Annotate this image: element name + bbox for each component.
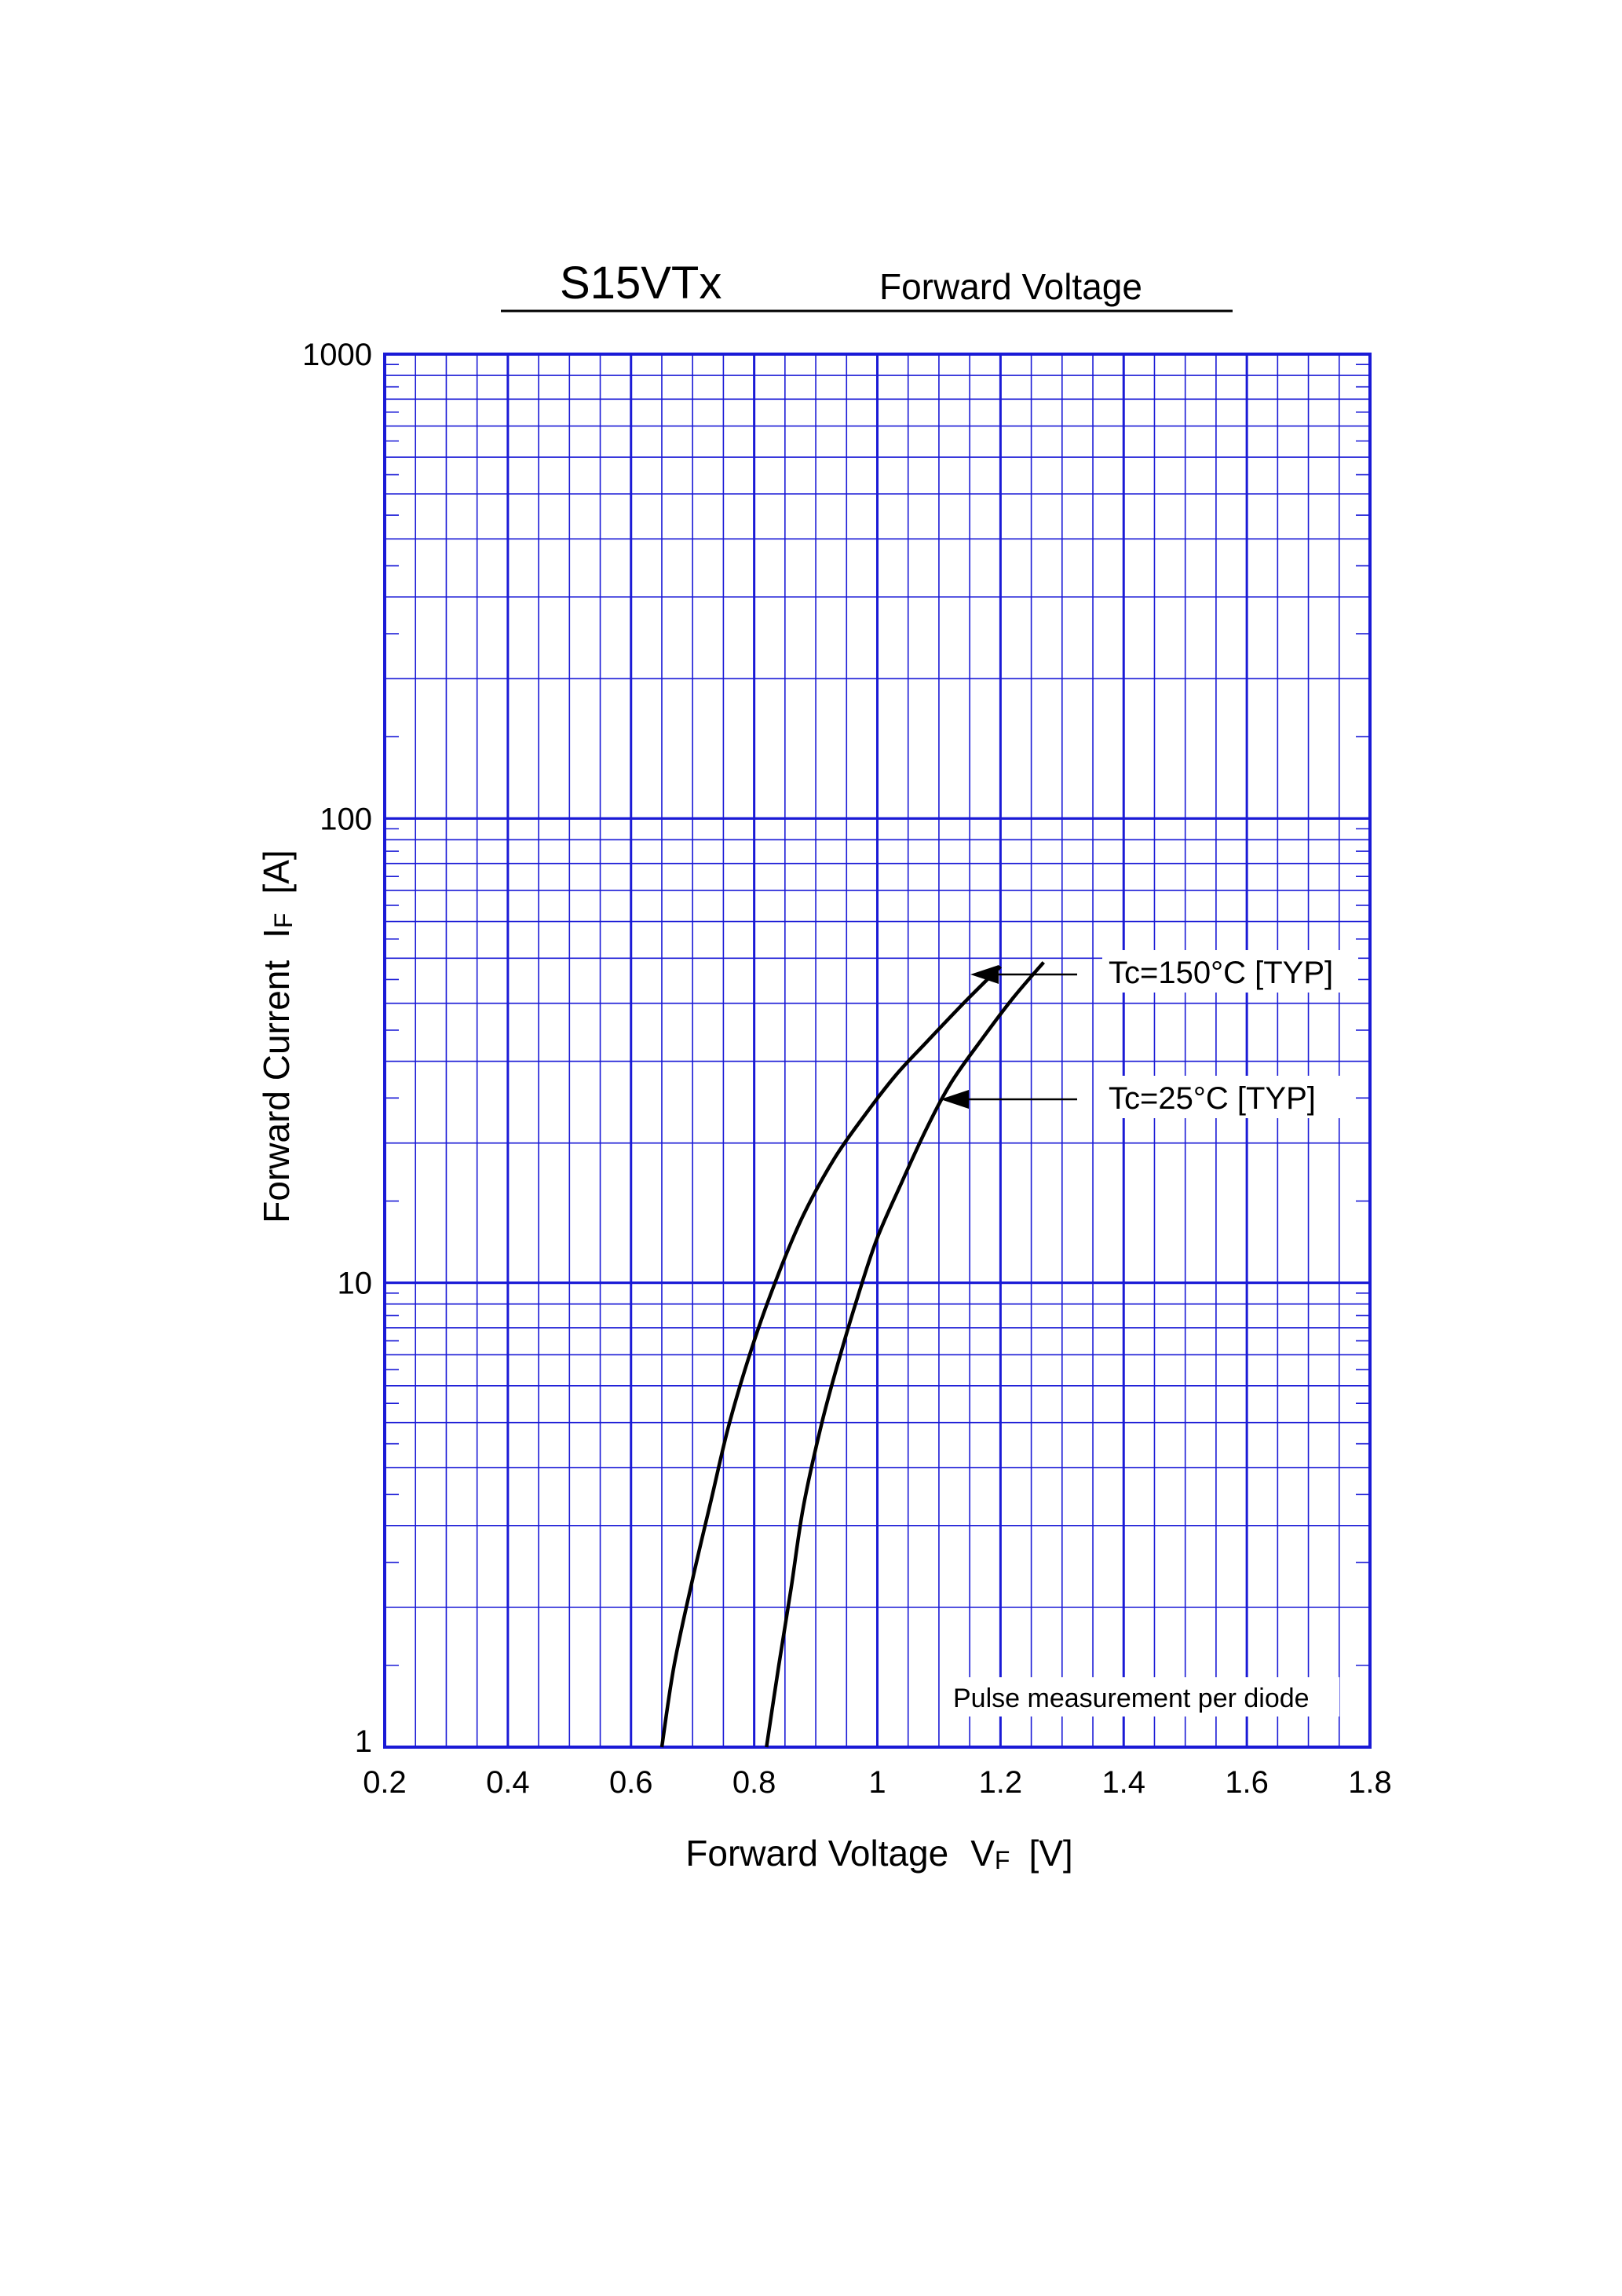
note-bg [947,1677,1339,1717]
label-25c: Tc=25°C [TYP] [1109,1081,1316,1116]
label-bg-150c [1102,950,1358,993]
y-axis-subscript: F [269,913,298,929]
x-tick-label: 0.8 [732,1765,776,1800]
x-tick-label: 1.8 [1348,1765,1392,1800]
x-tick-label: 0.6 [609,1765,653,1800]
series-25c-line [765,961,1045,1748]
y-tick-label: 10 [338,1267,373,1301]
grid [383,353,1372,1749]
chart-subtitle: Forward Voltage [879,266,1142,307]
x-tick-label: 0.2 [363,1765,407,1800]
x-axis-symbol: V [970,1833,995,1874]
x-tick-label: 1.4 [1101,1765,1145,1800]
arrow-150c-head [970,965,999,984]
y-axis-symbol: I [256,928,297,938]
series-150c-line [659,965,1002,1748]
x-axis-label: Forward Voltage VF [V] [685,1833,1072,1874]
plot-frame [383,353,1372,1749]
label-150c: Tc=150°C [TYP] [1109,956,1333,990]
y-axis-unit: [A] [256,850,297,894]
y-tick-label: 1 [355,1724,372,1759]
x-axis-subscript: F [995,1846,1010,1874]
annotation-25c: Tc=25°C [TYP] [941,1076,1341,1118]
curves [659,961,1045,1748]
y-axis-title: Forward Current IF [A] [256,850,298,1223]
tick-labels: 0.2 0.4 0.6 0.8 1 1.2 1.4 1.6 1.8 1 10 100 1000 [302,338,1392,1800]
y-axis-main: Forward Current [256,960,297,1223]
x-tick-label: 1 [868,1765,886,1800]
x-tick-label: 0.4 [486,1765,530,1800]
x-axis-main: Forward Voltage [685,1833,948,1874]
x-tick-label: 1.6 [1225,1765,1269,1800]
pulse-note: Pulse measurement per diode [953,1684,1310,1713]
arrow-25c-head [941,1090,969,1109]
y-tick-label: 100 [320,802,372,836]
x-tick-label: 1.2 [979,1765,1023,1800]
chart-title: S15VTx [560,258,721,309]
x-axis-title: Forward Voltage VF [V] [685,1833,1072,1874]
x-axis-unit: [V] [1028,1833,1072,1874]
y-axis-label: Forward Current IF [A] [256,850,298,1223]
label-bg-25c [1102,1076,1341,1118]
annotation-150c: Tc=150°C [TYP] [970,950,1358,993]
y-tick-label: 1000 [302,338,372,372]
